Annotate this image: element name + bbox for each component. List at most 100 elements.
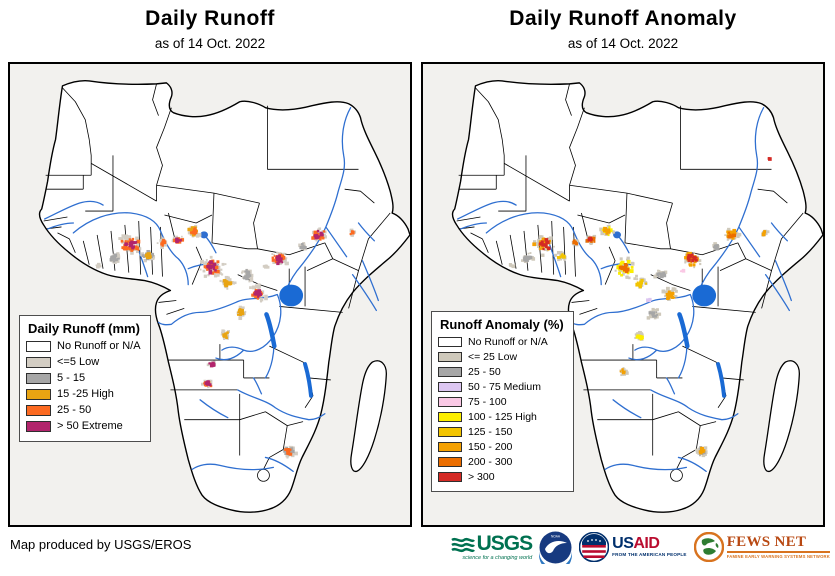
runoff-anomaly-map: Runoff Anomaly (%) No Runoff or N/A <= 2… [421, 62, 825, 527]
runoff-cluster-cell [621, 371, 624, 374]
legend-item-200: 200 - 300 [438, 456, 564, 468]
runoff-cluster-cell [156, 242, 159, 245]
runoff-cluster-cell [210, 379, 213, 383]
runoff-cluster-cell [280, 257, 282, 260]
runoff-cluster-cell [630, 262, 635, 266]
runoff-cluster-cell [190, 226, 195, 230]
runoff-cluster-cell [207, 274, 210, 277]
swatch-low [26, 356, 51, 368]
runoff-cluster-cell [120, 237, 124, 240]
runoff-cluster-cell [314, 234, 317, 237]
runoff-cluster-cell [241, 310, 244, 313]
runoff-cluster-cell [623, 368, 626, 371]
runoff-cluster-cell [254, 295, 258, 299]
runoff-cluster-cell [544, 244, 547, 247]
runoff-cluster-cell [623, 370, 626, 373]
runoff-cluster-cell [123, 236, 127, 240]
runoff-cluster-cell [206, 268, 209, 271]
runoff-cluster-cell [130, 251, 134, 255]
runoff-cluster-cell [509, 263, 513, 267]
runoff-cluster-cell [593, 240, 596, 243]
runoff-cluster-cell [203, 265, 207, 269]
runoff-cluster-cell [726, 230, 729, 234]
runoff-cluster-cell [222, 330, 226, 334]
runoff-cluster-cell [618, 271, 622, 275]
runoff-cluster-cell [687, 254, 692, 258]
runoff-cluster-cell [350, 230, 354, 233]
runoff-cluster-cell [216, 274, 220, 277]
swatch-na [26, 340, 51, 352]
runoff-cluster-cell [281, 261, 284, 264]
runoff-cluster-cell [318, 237, 322, 240]
runoff-cluster-cell [144, 253, 149, 258]
runoff-cluster-cell [619, 257, 623, 261]
runoff-cluster-cell [321, 236, 325, 240]
runoff-cluster-cell [148, 255, 152, 259]
runoff-cluster-cell [630, 265, 634, 269]
runoff-cluster-cell [634, 333, 637, 336]
runoff-cluster-cell [211, 265, 216, 269]
runoff-cluster-cell [208, 362, 211, 365]
runoff-cluster-cell [259, 297, 264, 302]
runoff-cluster-cell [132, 241, 136, 245]
runoff-cluster-cell [123, 247, 127, 251]
left-map-subtitle: as of 14 Oct. 2022 [154, 36, 266, 51]
runoff-cluster-cell [241, 312, 245, 316]
runoff-cluster-cell [538, 247, 542, 251]
runoff-cluster-cell [608, 228, 613, 233]
runoff-cluster-cell [244, 270, 246, 273]
runoff-cluster-cell [271, 256, 274, 259]
runoff-cluster-cell [315, 235, 320, 239]
swatch-medium [438, 382, 462, 392]
runoff-cluster-cell [251, 285, 256, 290]
runoff-cluster-cell [210, 363, 214, 368]
runoff-cluster-cell [712, 244, 715, 247]
runoff-cluster-cell [271, 253, 274, 255]
runoff-cluster-cell [314, 231, 318, 234]
runoff-cluster-cell [690, 261, 692, 264]
runoff-cluster-cell [210, 362, 213, 365]
runoff-cluster-cell [249, 278, 254, 282]
runoff-cluster-cell [577, 239, 580, 242]
runoff-cluster-cell [180, 238, 184, 242]
runoff-cluster-cell [225, 336, 228, 340]
runoff-cluster-cell [703, 449, 706, 452]
runoff-cluster-cell [652, 311, 656, 315]
runoff-cluster-cell [593, 238, 595, 241]
legend-item-pink: 75 - 100 [438, 396, 564, 408]
runoff-cluster-cell [221, 262, 225, 266]
runoff-cluster-cell [257, 283, 261, 287]
runoff-cluster-cell [231, 281, 235, 285]
runoff-cluster-cell [727, 227, 731, 232]
runoff-cluster-cell [130, 240, 133, 244]
runoff-cluster-cell [692, 263, 696, 267]
runoff-anomaly-legend: Runoff Anomaly (%) No Runoff or N/A <= 2… [431, 311, 574, 492]
legend-label: No Runoff or N/A [468, 336, 548, 348]
runoff-cluster-cell [136, 250, 139, 254]
runoff-cluster-cell [276, 261, 280, 266]
runoff-cluster-cell [161, 244, 164, 247]
runoff-cluster-cell [685, 259, 688, 262]
runoff-data-layer [95, 224, 357, 459]
runoff-cluster-cell [560, 254, 564, 258]
runoff-cluster-cell [243, 275, 246, 278]
runoff-cluster-cell [301, 246, 305, 250]
runoff-anomaly-map-canvas [423, 64, 823, 525]
runoff-cluster-cell [211, 361, 215, 366]
runoff-cluster-cell [209, 266, 213, 270]
runoff-cluster-cell [585, 239, 590, 243]
runoff-cluster-cell [684, 261, 687, 264]
runoff-cluster-cell [245, 269, 248, 272]
runoff-cluster-cell [162, 240, 167, 245]
runoff-cluster-cell [557, 258, 560, 262]
runoff-cluster-cell [624, 265, 628, 269]
runoff-cluster-cell [228, 278, 232, 282]
runoff-cluster-cell [623, 372, 626, 375]
runoff-cluster-cell [667, 290, 670, 293]
runoff-cluster-cell [200, 382, 204, 386]
runoff-cluster-cell [674, 289, 677, 292]
runoff-cluster-cell [622, 367, 625, 370]
runoff-cluster-cell [264, 296, 268, 301]
runoff-cluster-cell [127, 235, 131, 240]
runoff-cluster-cell [530, 256, 534, 260]
